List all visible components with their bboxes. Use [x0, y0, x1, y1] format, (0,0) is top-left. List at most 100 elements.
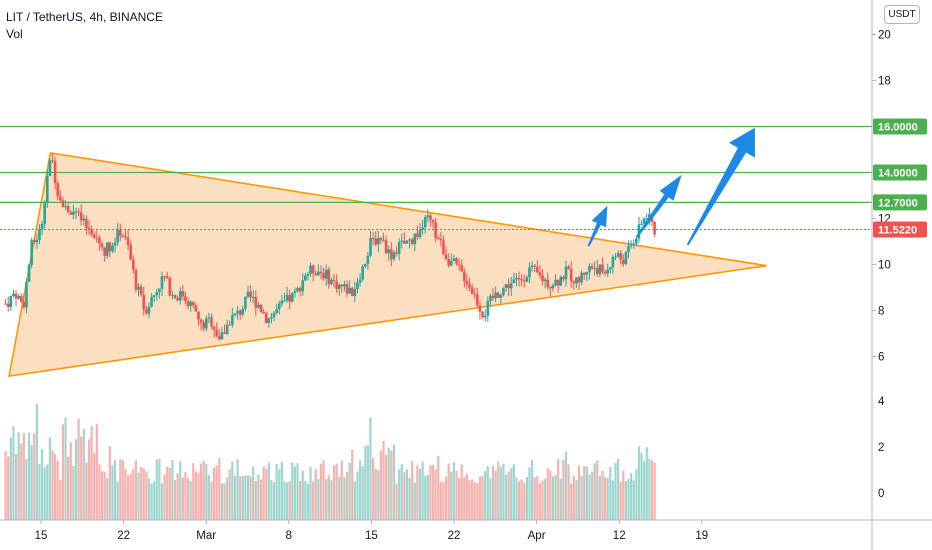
volume-bar — [421, 461, 424, 520]
price-level-label: 16.0000 — [878, 122, 918, 134]
candle-body — [280, 300, 284, 304]
volume-bar — [439, 482, 442, 520]
price-level-tag — [873, 194, 927, 211]
triangle-pattern[interactable] — [8, 151, 767, 378]
volume-bars — [4, 403, 656, 520]
volume-bar — [557, 459, 560, 520]
candle-body — [22, 301, 26, 308]
candle-body — [231, 315, 234, 325]
candle-body — [176, 298, 179, 301]
price-level-tag — [873, 164, 927, 181]
volume-bar — [596, 460, 599, 520]
candle-body — [218, 335, 221, 340]
volume-bar — [7, 456, 10, 520]
volume-bar — [213, 468, 216, 520]
candle-body — [449, 261, 453, 266]
x-tick-label: 15 — [35, 530, 48, 542]
candle-body — [210, 317, 213, 327]
volume-bar — [476, 483, 479, 520]
candle-body — [444, 254, 448, 260]
volume-bar — [82, 429, 85, 520]
volume-bar — [293, 466, 297, 520]
candle-body — [103, 247, 106, 256]
volume-bar — [434, 469, 437, 520]
candle-body — [371, 238, 375, 240]
candle-body — [470, 287, 474, 294]
volume-bar — [275, 463, 278, 520]
candle-body — [132, 259, 135, 270]
volume-indicator-label[interactable]: Vol — [6, 27, 23, 41]
candle-body — [186, 300, 190, 307]
candle-body — [98, 238, 101, 244]
candle-body — [233, 313, 237, 316]
volume-bar — [458, 477, 461, 520]
candle-body — [272, 312, 276, 318]
candle-body — [168, 277, 172, 296]
volume-bar — [267, 462, 270, 520]
volume-bar — [426, 474, 429, 520]
volume-bar — [486, 465, 489, 520]
candle-body — [520, 279, 523, 281]
candle-body — [653, 221, 656, 235]
candle-body — [363, 263, 367, 267]
candle-body — [499, 295, 503, 298]
volume-bar — [17, 432, 20, 520]
candle-body — [546, 279, 550, 287]
candle-body — [601, 264, 604, 272]
price-axis[interactable]: 201812108642016.000014.000012.700011.522… — [871, 0, 927, 550]
volume-bar — [374, 468, 377, 520]
volume-bar — [358, 460, 362, 520]
candle-body — [533, 265, 537, 267]
volume-bar — [325, 479, 328, 520]
volume-bar — [220, 483, 224, 520]
volume-bar — [530, 460, 534, 520]
volume-bar — [231, 461, 234, 520]
volume-bar — [147, 478, 151, 520]
volume-bar — [77, 418, 80, 520]
volume-bar — [304, 480, 307, 520]
candle-body — [309, 265, 312, 274]
volume-bar — [455, 470, 458, 520]
volume-bar — [606, 478, 609, 520]
volume-bar — [559, 478, 562, 520]
volume-bar — [93, 453, 96, 520]
candle-body — [463, 271, 466, 282]
candle-body — [314, 273, 318, 276]
volume-bar — [33, 433, 36, 520]
candle-body — [549, 286, 552, 289]
candle-body — [145, 309, 148, 314]
candle-body — [32, 240, 36, 243]
candle-body — [603, 271, 607, 274]
candle-body — [121, 236, 125, 238]
volume-bar — [583, 465, 586, 520]
candle-body — [528, 267, 531, 278]
volume-bar — [43, 467, 46, 520]
volume-bar — [551, 476, 555, 520]
candle-body — [225, 324, 229, 334]
projection-arrows[interactable] — [587, 127, 755, 247]
x-tick-label: 12 — [613, 530, 626, 542]
candle-body — [236, 310, 239, 314]
volume-bar — [54, 453, 57, 520]
time-axis[interactable]: 15 22 Mar 8 15 22 Apr 12 19 — [0, 519, 932, 542]
candle-body — [575, 277, 578, 284]
candle-body — [277, 303, 281, 310]
candle-body — [124, 236, 127, 238]
volume-bar — [653, 462, 656, 520]
volume-bar — [106, 478, 109, 520]
currency-button[interactable]: USDT — [884, 5, 920, 24]
candle-body — [580, 272, 583, 283]
candle-body — [246, 291, 250, 297]
volume-bar — [361, 466, 364, 520]
candle-body — [457, 263, 461, 266]
volume-bar — [4, 451, 7, 520]
volume-bar — [27, 432, 31, 520]
volume-bar — [471, 479, 474, 520]
candle-body — [512, 279, 516, 284]
candle-body — [17, 295, 20, 299]
volume-bar — [444, 476, 448, 520]
symbol-title[interactable]: LIT / TetherUS, 4h, BINANCE — [6, 10, 163, 24]
volume-bar — [577, 465, 581, 520]
volume-bar — [192, 463, 195, 520]
